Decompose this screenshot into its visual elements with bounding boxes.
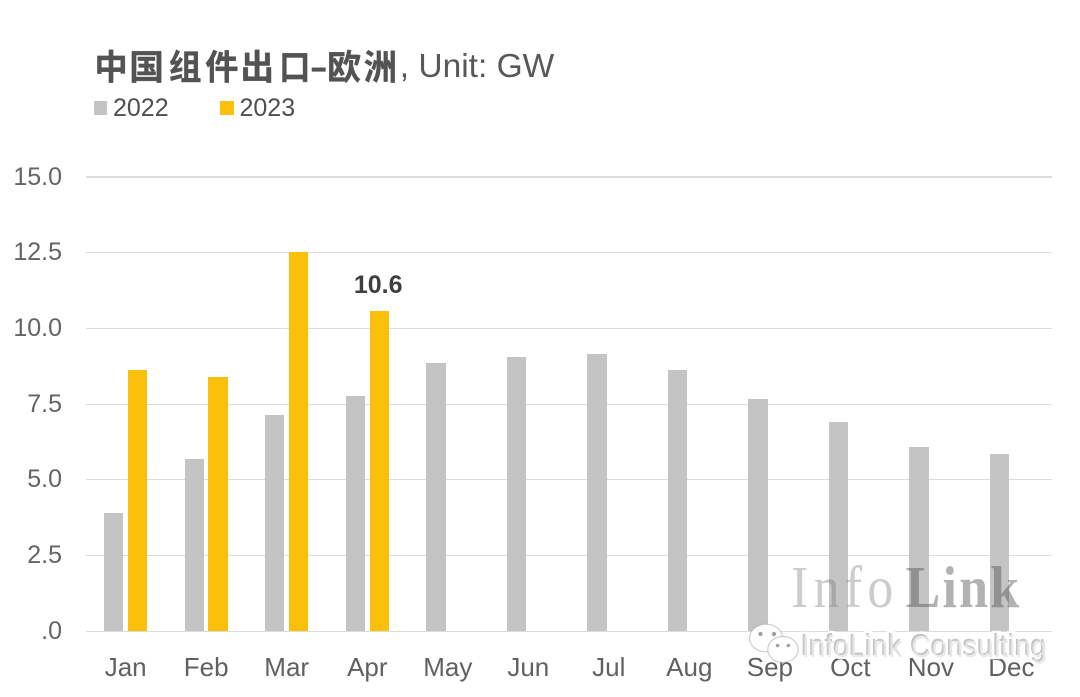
svg-text:InfoLink Consulting: InfoLink Consulting <box>800 628 1046 663</box>
svg-text:InfoLink Consulting: InfoLink Consulting <box>801 629 1047 664</box>
svg-text:InfoLink Consulting: InfoLink Consulting <box>802 629 1048 664</box>
